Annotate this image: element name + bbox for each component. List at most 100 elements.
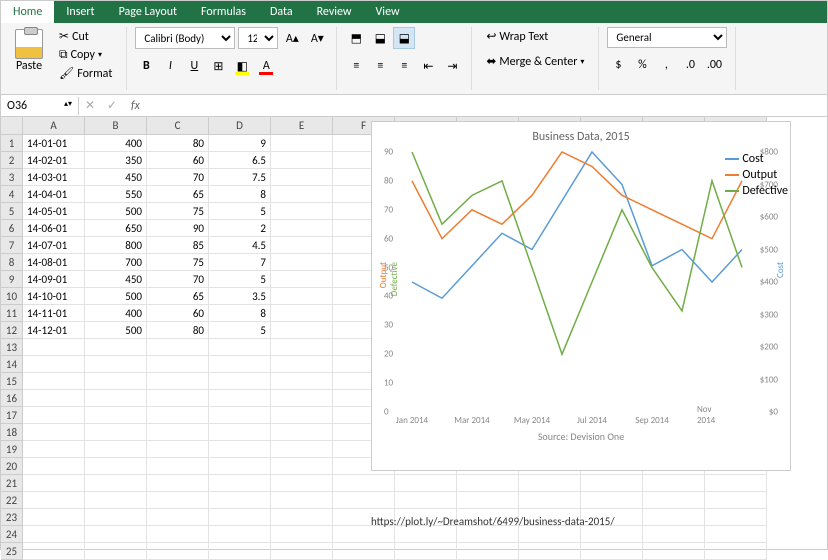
row-header[interactable]: 20 [1, 458, 23, 475]
cell[interactable]: 5 [209, 322, 271, 339]
cell[interactable] [147, 339, 209, 356]
cell[interactable] [209, 475, 271, 492]
cell[interactable]: 14-05-01 [23, 203, 85, 220]
cell[interactable]: 800 [85, 237, 147, 254]
cell[interactable] [395, 543, 457, 560]
cell[interactable] [23, 373, 85, 390]
row-header[interactable]: 13 [1, 339, 23, 356]
row-header[interactable]: 11 [1, 305, 23, 322]
align-center-button[interactable]: ≡ [369, 55, 391, 77]
cell[interactable] [271, 220, 333, 237]
cell[interactable]: 14-04-01 [23, 186, 85, 203]
col-header[interactable]: B [85, 117, 147, 135]
cell[interactable] [271, 407, 333, 424]
col-header[interactable]: A [23, 117, 85, 135]
cell[interactable] [643, 475, 705, 492]
cell[interactable] [457, 475, 519, 492]
cell[interactable] [85, 441, 147, 458]
cell[interactable] [23, 509, 85, 526]
cell[interactable] [581, 475, 643, 492]
cell[interactable] [271, 424, 333, 441]
copy-button[interactable]: ⧉Copy▾ [53, 46, 118, 64]
cell[interactable]: 14-07-01 [23, 237, 85, 254]
cell[interactable] [85, 424, 147, 441]
cell[interactable] [271, 543, 333, 560]
number-format-select[interactable]: General [607, 27, 727, 48]
cell[interactable] [209, 458, 271, 475]
cell[interactable]: 65 [147, 186, 209, 203]
cell[interactable] [581, 543, 643, 560]
cell[interactable] [147, 492, 209, 509]
cell[interactable] [271, 322, 333, 339]
row-header[interactable]: 1 [1, 135, 23, 152]
cell[interactable]: 500 [85, 322, 147, 339]
percent-button[interactable]: % [631, 54, 653, 76]
cell[interactable]: 400 [85, 305, 147, 322]
cell[interactable] [643, 509, 705, 526]
underline-button[interactable]: U [183, 55, 205, 77]
row-header[interactable]: 18 [1, 424, 23, 441]
cell[interactable] [23, 390, 85, 407]
increase-decimal-button[interactable]: .0 [679, 54, 701, 76]
embedded-chart[interactable]: Business Data, 2015 0102030405060708090$… [371, 121, 791, 471]
row-header[interactable]: 21 [1, 475, 23, 492]
cell[interactable] [209, 509, 271, 526]
cell[interactable] [23, 526, 85, 543]
cell[interactable] [333, 526, 395, 543]
cell[interactable] [395, 526, 457, 543]
cell[interactable] [271, 169, 333, 186]
cell[interactable] [519, 475, 581, 492]
cell[interactable]: 14-08-01 [23, 254, 85, 271]
row-header[interactable]: 14 [1, 356, 23, 373]
cell[interactable] [147, 509, 209, 526]
cell[interactable] [705, 475, 767, 492]
select-all-corner[interactable] [1, 117, 23, 135]
cell[interactable] [271, 237, 333, 254]
cell[interactable] [85, 543, 147, 560]
cell[interactable] [705, 509, 767, 526]
row-header[interactable]: 19 [1, 441, 23, 458]
cell[interactable] [271, 203, 333, 220]
cell[interactable] [705, 526, 767, 543]
cell[interactable]: 60 [147, 305, 209, 322]
cell[interactable] [23, 475, 85, 492]
cell[interactable]: 14-10-01 [23, 288, 85, 305]
paste-button[interactable]: Paste [7, 27, 51, 75]
cell[interactable] [643, 526, 705, 543]
cell[interactable] [581, 526, 643, 543]
cell[interactable]: 5 [209, 271, 271, 288]
cell[interactable] [147, 373, 209, 390]
cell[interactable]: 650 [85, 220, 147, 237]
cell[interactable]: 350 [85, 152, 147, 169]
increase-indent-button[interactable]: ⇥ [441, 55, 463, 77]
decrease-indent-button[interactable]: ⇤ [417, 55, 439, 77]
cell[interactable] [209, 526, 271, 543]
cell[interactable] [147, 475, 209, 492]
cell[interactable]: 7 [209, 254, 271, 271]
cell[interactable] [23, 424, 85, 441]
cell[interactable]: 6.5 [209, 152, 271, 169]
cell[interactable] [147, 526, 209, 543]
row-header[interactable]: 9 [1, 271, 23, 288]
row-header[interactable]: 6 [1, 220, 23, 237]
cell[interactable] [85, 526, 147, 543]
col-header[interactable]: E [271, 117, 333, 135]
fill-color-button[interactable]: ◧ [231, 55, 253, 77]
cell[interactable] [85, 407, 147, 424]
cell[interactable] [147, 424, 209, 441]
wrap-text-button[interactable]: ↩Wrap Text [480, 27, 590, 46]
cell[interactable]: 8 [209, 305, 271, 322]
cell[interactable]: 400 [85, 135, 147, 152]
tab-view[interactable]: View [364, 1, 412, 23]
cell[interactable]: 80 [147, 135, 209, 152]
cell[interactable]: 80 [147, 322, 209, 339]
cell[interactable] [271, 475, 333, 492]
cell[interactable]: 90 [147, 220, 209, 237]
cell[interactable] [271, 526, 333, 543]
cut-button[interactable]: ✂Cut [53, 27, 118, 46]
cell[interactable] [457, 492, 519, 509]
cell[interactable] [147, 441, 209, 458]
cell[interactable]: 500 [85, 288, 147, 305]
cell[interactable]: 3.5 [209, 288, 271, 305]
align-bottom-button[interactable]: ⬓ [393, 27, 415, 49]
